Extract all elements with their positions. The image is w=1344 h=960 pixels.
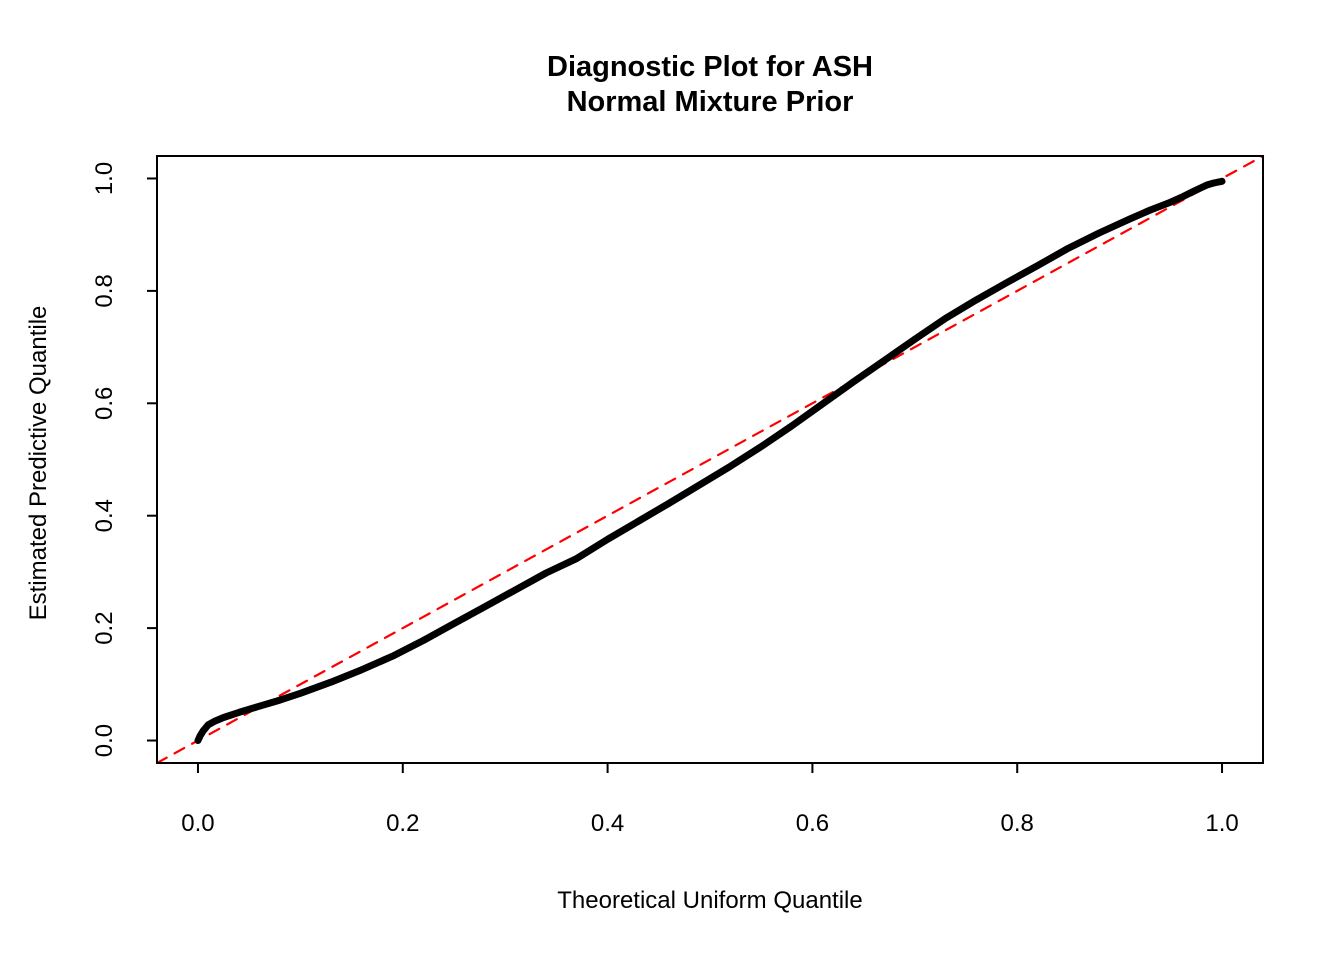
x-axis-tick-label: 1.0 (1205, 810, 1238, 837)
reference-diagonal (155, 154, 1265, 765)
chart-title-line-2: Normal Mixture Prior (567, 86, 854, 118)
x-axis-tick-label: 0.6 (796, 810, 829, 837)
y-axis-tick-label: 0.8 (91, 274, 118, 307)
axis-ticks-group (147, 177, 1224, 773)
y-axis-tick-label: 1.0 (91, 162, 118, 195)
y-axis-tick-label: 0.2 (91, 611, 118, 644)
y-axis-tick-label: 0.0 (91, 724, 118, 757)
plot-frame (156, 155, 1264, 764)
x-axis-tick-label: 0.8 (1001, 810, 1034, 837)
estimated-predictive-quantile-curve (194, 177, 1226, 744)
x-axis-tick-label: 0.0 (181, 810, 214, 837)
y-axis-tick-label: 0.6 (91, 387, 118, 420)
axis-tick-labels-group: 0.0 0.2 0.4 0.6 0.8 1.0 0.0 0.2 0.4 0.6 0.8 1.0 (91, 162, 1239, 837)
y-axis-label: Estimated Predictive Quantile (25, 306, 52, 621)
series-group (155, 154, 1265, 765)
x-axis-tick-label: 0.2 (386, 810, 419, 837)
y-axis-tick-label: 0.4 (91, 499, 118, 532)
chart-title-line-1: Diagnostic Plot for ASH (547, 51, 873, 83)
x-axis-tick-label: 0.4 (591, 810, 624, 837)
plot-frame-group (156, 155, 1264, 764)
x-axis-label: Theoretical Uniform Quantile (557, 887, 862, 914)
